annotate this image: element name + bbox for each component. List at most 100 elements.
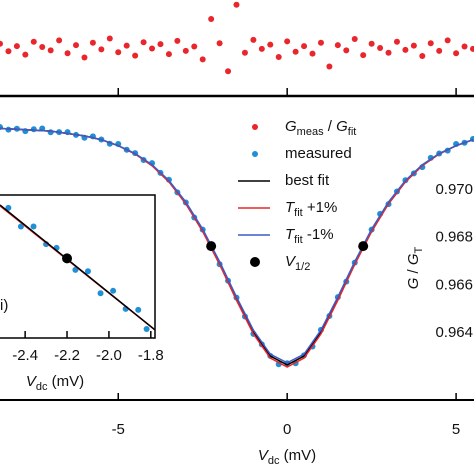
legend-label: Tfit -1% <box>285 226 334 246</box>
text-part: V <box>258 447 270 464</box>
fit-line <box>0 204 156 331</box>
text-part: dc <box>36 381 48 393</box>
data-point <box>258 45 265 52</box>
text-part: +1% <box>303 199 338 216</box>
data-point <box>73 42 80 49</box>
data-point <box>233 1 240 8</box>
text-part: / <box>324 118 337 135</box>
data-point <box>97 290 104 297</box>
data-point <box>13 43 20 50</box>
legend-label: Gmeas / Gfit <box>285 118 356 138</box>
legend-label: best fit <box>285 172 330 189</box>
data-point <box>368 40 375 47</box>
data-point <box>30 126 37 133</box>
data-point <box>225 68 232 75</box>
half-point <box>62 253 73 264</box>
data-point <box>469 45 474 52</box>
y-tick-label: 0.964 <box>435 324 473 341</box>
data-point <box>22 51 29 58</box>
data-point <box>343 47 350 54</box>
text-part: T <box>413 246 425 253</box>
text-part: G <box>405 253 422 265</box>
data-point <box>84 268 91 275</box>
half-point <box>358 241 369 252</box>
data-point <box>0 40 3 47</box>
inset-annotation: i) <box>0 297 8 314</box>
data-point <box>326 63 333 70</box>
x-tick-label: -5 <box>112 421 125 438</box>
x-tick-label: 5 <box>452 421 460 438</box>
inset-frame <box>0 194 156 339</box>
data-point <box>267 41 274 48</box>
data-point <box>301 43 308 50</box>
inset-x-label: Vdc (mV) <box>26 373 84 393</box>
legend-label: Tfit +1% <box>285 199 337 219</box>
legend-label: measured <box>285 145 352 162</box>
legend-label: V1/2 <box>285 253 310 273</box>
data-point <box>135 306 142 313</box>
data-point <box>309 50 316 57</box>
data-point <box>39 44 46 51</box>
x-axis-label: Vdc (mV) <box>258 447 316 467</box>
text-part: (mV) <box>279 447 316 464</box>
text-part: best fit <box>285 172 330 189</box>
data-point <box>419 53 426 60</box>
data-point <box>140 39 147 46</box>
data-point <box>143 325 150 332</box>
text-part: -1% <box>303 226 334 243</box>
data-point <box>436 47 443 54</box>
data-point <box>453 50 460 57</box>
x-tick-label: 0 <box>283 421 291 438</box>
data-point <box>165 51 172 58</box>
data-point <box>275 54 282 60</box>
text-part: T <box>285 199 296 216</box>
data-point <box>351 35 358 42</box>
data-point <box>377 44 384 51</box>
data-point <box>461 43 468 50</box>
data-point <box>216 40 223 47</box>
data-point <box>47 129 54 136</box>
data-point <box>208 16 215 22</box>
data-point <box>98 46 105 53</box>
text-part: (mV) <box>47 373 84 390</box>
data-point <box>410 42 417 49</box>
data-point <box>149 45 156 52</box>
data-point <box>157 41 164 48</box>
text-part: T <box>285 226 296 243</box>
data-point <box>334 42 341 49</box>
data-point <box>241 49 248 56</box>
data-point <box>89 39 96 46</box>
y-tick-label: 0.968 <box>435 229 473 246</box>
text-part: 1/2 <box>295 261 310 273</box>
data-point <box>17 223 24 230</box>
text-part: fit <box>294 234 303 246</box>
data-point <box>292 48 299 55</box>
data-point <box>402 46 409 53</box>
data-point <box>317 39 324 46</box>
data-point <box>5 48 12 55</box>
x-tick-label: -2.0 <box>96 347 122 364</box>
legend-dot <box>252 151 258 157</box>
data-point <box>191 43 198 50</box>
text-part: meas <box>297 126 324 138</box>
data-point <box>250 36 257 43</box>
data-point <box>106 35 113 42</box>
data-point <box>56 37 63 44</box>
data-point <box>360 52 367 59</box>
data-point <box>110 287 117 294</box>
data-point <box>64 50 71 57</box>
data-point <box>427 40 434 47</box>
legend-dot <box>250 257 260 267</box>
x-tick-label: -2.2 <box>54 347 80 364</box>
data-point <box>30 38 37 45</box>
legend-dot <box>252 124 258 130</box>
y-tick-label: 0.970 <box>435 181 473 198</box>
text-part: fit <box>348 126 357 138</box>
fit-line <box>0 127 474 364</box>
data-point <box>199 56 206 63</box>
text-part: dc <box>268 455 280 467</box>
data-point <box>81 54 88 61</box>
data-point <box>284 38 291 45</box>
text-part: measured <box>285 145 352 162</box>
half-point <box>206 241 217 252</box>
